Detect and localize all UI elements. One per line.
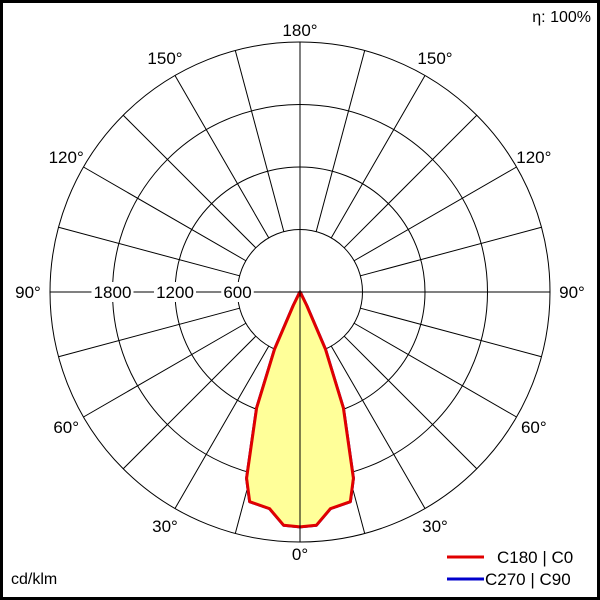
angle-tick-label: 90° bbox=[15, 283, 41, 302]
grid-spoke bbox=[353, 166, 517, 262]
grid-spoke bbox=[330, 345, 426, 509]
grid-spoke bbox=[122, 335, 257, 470]
angle-tick-label: 30° bbox=[152, 517, 178, 536]
grid-spoke bbox=[234, 50, 285, 232]
efficiency-label: η: 100% bbox=[532, 9, 591, 26]
grid-spoke bbox=[360, 307, 542, 358]
angle-tick-label: 150° bbox=[417, 49, 452, 68]
radial-tick-label: 1800 bbox=[94, 283, 132, 302]
tick-labels: 600 1200 1800 0° 30° 30° 60° 60° 90° 90° 120° 120° 1… bbox=[8, 21, 592, 564]
angle-tick-label: 60° bbox=[53, 418, 79, 437]
grid-spoke bbox=[174, 75, 270, 239]
legend: C180 | C0 C270 | C90 bbox=[447, 548, 573, 589]
radial-tick-label: 600 bbox=[223, 283, 251, 302]
grid-spoke bbox=[58, 307, 240, 358]
grid-spoke bbox=[353, 322, 517, 418]
legend-label: C180 | C0 bbox=[497, 548, 573, 567]
grid-spoke bbox=[360, 226, 542, 277]
angle-tick-label: 150° bbox=[147, 49, 182, 68]
grid-spoke bbox=[83, 166, 247, 262]
angle-tick-label: 120° bbox=[49, 148, 84, 167]
angle-tick-label: 30° bbox=[422, 517, 448, 536]
grid-spoke bbox=[174, 345, 270, 509]
angle-tick-label: 0° bbox=[292, 545, 308, 564]
angle-tick-label: 90° bbox=[559, 283, 585, 302]
grid-spoke bbox=[315, 50, 366, 232]
radial-tick-bg bbox=[221, 282, 254, 302]
grid-spoke bbox=[343, 114, 478, 249]
angle-tick-label: 120° bbox=[516, 148, 551, 167]
grid-spoke bbox=[330, 75, 426, 239]
legend-label: C270 | C90 bbox=[485, 570, 571, 589]
grid-spoke bbox=[343, 335, 478, 470]
grid-spoke bbox=[58, 226, 240, 277]
grid-spoke bbox=[83, 322, 247, 418]
grid-spoke bbox=[122, 114, 257, 249]
angle-tick-label: 180° bbox=[282, 21, 317, 40]
radial-tick-bg bbox=[91, 282, 134, 302]
radial-tick-bg bbox=[154, 282, 196, 302]
angle-tick-label: 60° bbox=[521, 418, 547, 437]
unit-label: cd/klm bbox=[11, 571, 58, 588]
angle-tick-bg bbox=[8, 282, 48, 302]
radial-tick-label: 1200 bbox=[156, 283, 194, 302]
angle-tick-bg bbox=[552, 282, 592, 302]
